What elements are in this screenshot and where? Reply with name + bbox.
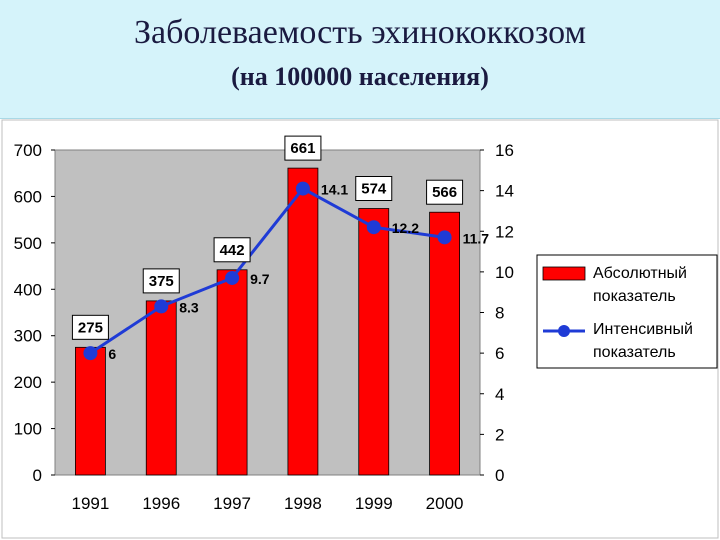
y-left-tick-label: 400 — [14, 280, 42, 299]
bar-value-box — [284, 135, 322, 161]
line-value-label: 6 — [108, 346, 116, 362]
chart-title: Заболеваемость эхинококкозом — [134, 14, 586, 51]
intensive-point — [83, 346, 98, 361]
x-tick-label: 1999 — [355, 494, 393, 513]
y-right-tick-label: 4 — [495, 385, 504, 404]
bar — [145, 300, 177, 476]
legend-bar-swatch — [542, 266, 586, 281]
bar — [429, 211, 460, 476]
line-value-label: 8.3 — [179, 299, 199, 315]
plot-area — [54, 149, 481, 476]
y-right-tick-label: 14 — [495, 182, 514, 201]
x-tick-label: 1996 — [142, 494, 180, 513]
y-right-tick-label: 12 — [495, 222, 514, 241]
intensive-point — [366, 220, 381, 235]
intensive-point — [437, 230, 452, 245]
y-left-tick-label: 200 — [14, 373, 42, 392]
bar-value-label: 566 — [432, 184, 457, 201]
bar-value-label: 574 — [361, 181, 387, 198]
y-right-tick-label: 0 — [495, 466, 504, 485]
line-value-label: 9.7 — [250, 271, 270, 287]
y-right-tick-label: 6 — [495, 344, 504, 363]
intensive-series-line — [89, 186, 445, 355]
y-left-tick-label: 100 — [14, 420, 42, 439]
bar-value-label: 375 — [149, 273, 174, 290]
x-tick-label: 1997 — [213, 494, 251, 513]
chart-subtitle: (на 100000 населения) — [231, 62, 489, 91]
title-band: Заболеваемость эхинококкозом (на 100000 … — [0, 0, 720, 119]
bar-value-box — [355, 176, 393, 201]
x-tick-label: 2000 — [426, 494, 464, 513]
y-right-tick-label: 8 — [495, 304, 504, 323]
y-left-tick-label: 600 — [14, 187, 42, 206]
bar-value-label: 275 — [78, 319, 103, 336]
x-tick-label: 1998 — [284, 494, 322, 513]
y-left-tick-label: 0 — [33, 466, 42, 485]
bar — [216, 269, 248, 476]
y-right-tick-label: 10 — [495, 263, 514, 282]
bar — [287, 167, 319, 476]
intensive-point — [225, 270, 240, 285]
line-value-label: 12.2 — [392, 220, 419, 236]
y-left-tick-label: 700 — [14, 141, 42, 160]
y-left-tick-label: 300 — [14, 327, 42, 346]
intensive-point — [154, 299, 169, 314]
bar — [358, 208, 390, 476]
legend-label-line1: Абсолютный — [593, 265, 687, 282]
bar-value-box — [426, 179, 464, 205]
y-right-tick-label: 2 — [495, 425, 504, 444]
bar-value-label: 661 — [290, 140, 315, 157]
line-value-label: 11.7 — [463, 230, 490, 246]
bar-value-label: 442 — [220, 242, 245, 259]
intensive-point — [295, 181, 310, 196]
line-value-label: 14.1 — [321, 182, 348, 198]
bar — [75, 346, 106, 476]
bar-value-box — [71, 314, 109, 340]
x-tick-label: 1991 — [72, 494, 110, 513]
legend-label-line1: Интенсивный — [593, 321, 693, 338]
y-right-tick-label: 16 — [495, 141, 514, 160]
legend-label-line2: показатель — [593, 288, 676, 305]
bar-value-box — [213, 237, 251, 263]
legend-line-marker — [558, 325, 570, 337]
bar-value-box — [142, 268, 180, 294]
y-left-tick-label: 500 — [14, 234, 42, 253]
legend-label-line2: показатель — [593, 344, 676, 361]
